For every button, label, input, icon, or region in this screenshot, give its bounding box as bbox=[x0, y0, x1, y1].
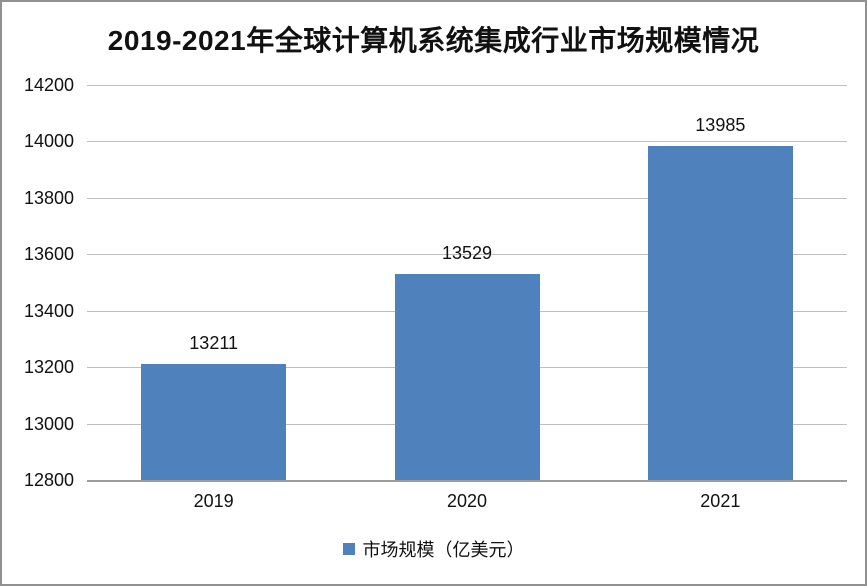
x-axis-labels: 2019 2020 2021 bbox=[87, 491, 847, 515]
y-tick-label-13800: 13800 bbox=[23, 187, 74, 208]
legend-marker-icon bbox=[342, 543, 355, 555]
value-label-2020: 13529 bbox=[441, 243, 493, 264]
bar-2020 bbox=[394, 274, 540, 480]
value-label-2019: 13211 bbox=[189, 333, 239, 354]
legend: 市场规模（亿美元） bbox=[2, 536, 865, 562]
gridline bbox=[87, 254, 847, 256]
gridline bbox=[87, 141, 847, 143]
bar-2019 bbox=[141, 364, 287, 480]
y-tick-label-13600: 13600 bbox=[23, 244, 74, 265]
bar-2021 bbox=[647, 145, 793, 480]
plot-area: 13211 13529 13985 bbox=[87, 85, 847, 482]
y-tick-label-13200: 13200 bbox=[23, 357, 74, 378]
gridline bbox=[87, 197, 847, 199]
legend-label: 市场规模（亿美元） bbox=[362, 540, 525, 560]
x-tick-label-2021: 2021 bbox=[700, 491, 741, 511]
x-tick-label-2020: 2020 bbox=[446, 491, 488, 511]
value-label-2021: 13985 bbox=[695, 114, 746, 135]
chart-title: 2019-2021年全球计算机系统集成行业市场规模情况 bbox=[107, 25, 760, 56]
y-tick-label-13000: 13000 bbox=[23, 413, 74, 434]
y-tick-label-13400: 13400 bbox=[23, 300, 74, 321]
y-tick-label-12800: 12800 bbox=[23, 470, 74, 490]
x-axis-line bbox=[87, 480, 847, 482]
y-tick-label-14000: 14000 bbox=[23, 131, 74, 152]
gridline bbox=[87, 85, 847, 86]
y-tick-label-14200: 14200 bbox=[23, 75, 74, 95]
x-tick-label-2019: 2019 bbox=[193, 491, 234, 511]
